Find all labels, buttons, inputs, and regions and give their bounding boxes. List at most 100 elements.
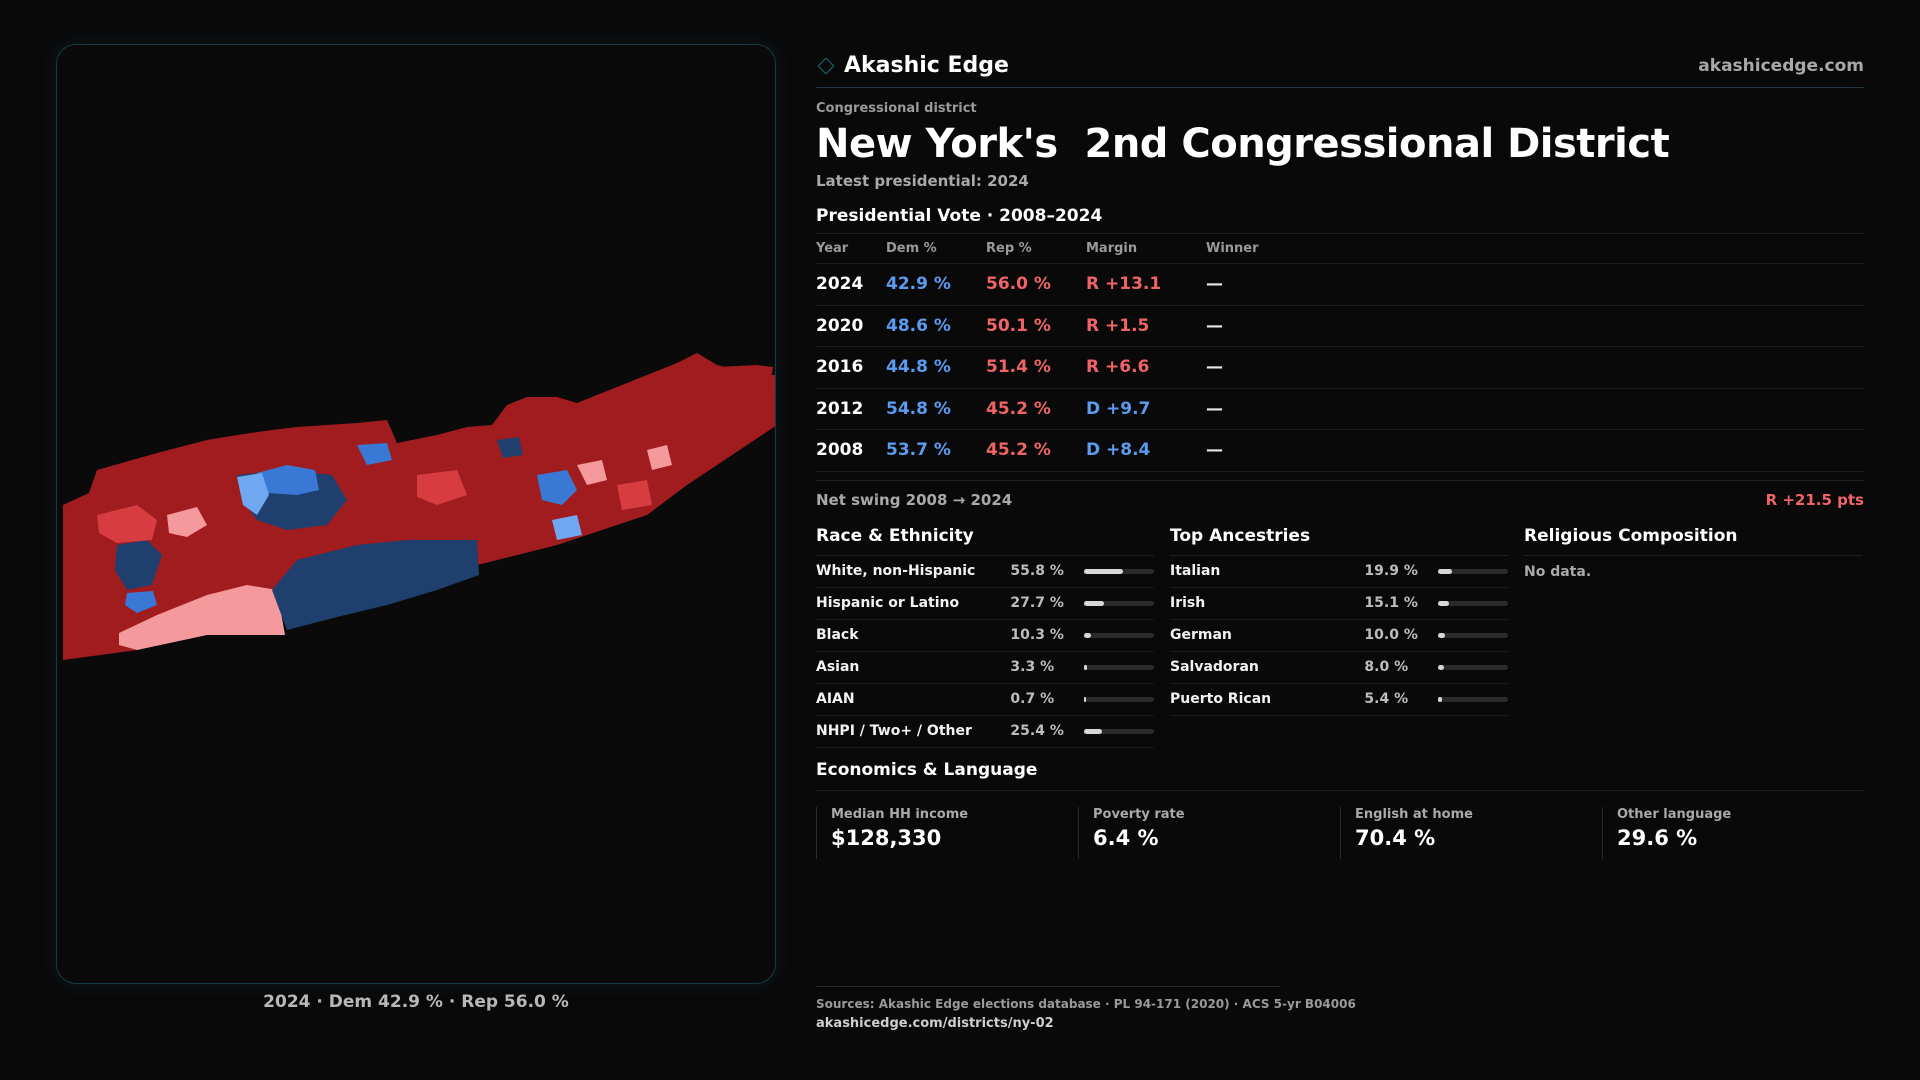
share-bar-fill [1438, 632, 1446, 638]
table-row: 2008 53.7 % 45.2 % D +8.4 — [816, 429, 1864, 472]
table-row: 2020 48.6 % 50.1 % R +1.5 — [816, 305, 1864, 347]
vote-margin: R +13.1 [1086, 263, 1206, 306]
list-item: NHPI / Two+ / Other 25.4 % [816, 716, 1154, 748]
demographics: Race & Ethnicity White, non-Hispanic 55.… [816, 526, 1864, 748]
econ-label: Poverty rate [1093, 806, 1185, 822]
footer: Sources: Akashic Edge elections database… [816, 986, 1356, 1031]
list-item: German 10.0 % [1170, 620, 1508, 652]
district-map[interactable] [56, 44, 776, 984]
share-bar-fill [1438, 664, 1444, 670]
share-bar [1084, 632, 1154, 638]
precinct-light-dem-west [237, 473, 269, 515]
brand-url[interactable]: akashicedge.com [1698, 55, 1864, 76]
stat-label: Black [816, 627, 859, 643]
vote-rep: 56.0 % [986, 263, 1086, 306]
share-bar [1438, 600, 1508, 606]
brand[interactable]: Akashic Edge [816, 53, 1009, 78]
brand-header: Akashic Edge akashicedge.com [816, 44, 1864, 88]
footer-url[interactable]: akashicedge.com/districts/ny-02 [816, 1016, 1054, 1031]
stat-value: 19.9 % [1364, 563, 1418, 579]
list-item: AIAN 0.7 % [816, 684, 1154, 716]
vote-year: 2012 [816, 388, 886, 430]
list-item: Puerto Rican 5.4 % [1170, 684, 1508, 716]
religion-title: Religious Composition [1524, 526, 1862, 556]
share-bar-fill [1438, 568, 1453, 574]
precinct-dark-dem-center [497, 437, 523, 458]
list-item: Hispanic or Latino 27.7 % [816, 588, 1154, 620]
precinct-light-rep-center [577, 460, 607, 485]
vote-year: 2020 [816, 305, 886, 347]
share-bar-fill [1084, 600, 1104, 606]
share-bar [1084, 664, 1154, 670]
vote-dem: 42.9 % [886, 263, 986, 306]
econ-title: Economics & Language [816, 760, 1864, 791]
col-rep: Rep % [986, 233, 1086, 264]
race-title: Race & Ethnicity [816, 526, 1154, 556]
ancestry-panel: Top Ancestries Italian 19.9 % Irish 15.1… [1170, 526, 1508, 748]
precinct-mid-dem-center [537, 470, 577, 505]
precinct-mid-rep-west [97, 505, 157, 543]
precinct-dark-dem-south [272, 540, 479, 630]
stat-label: NHPI / Two+ / Other [816, 723, 972, 739]
net-swing-value: R +21.5 pts [1765, 491, 1864, 509]
district-panel: Akashic Edge akashicedge.com Congression… [816, 44, 1864, 859]
list-item: Salvadoran 8.0 % [1170, 652, 1508, 684]
vote-dem: 44.8 % [886, 346, 986, 389]
share-bar [1438, 664, 1508, 670]
precinct-mid-dem-southwest [125, 591, 157, 613]
econ-value: 29.6 % [1617, 825, 1698, 850]
share-bar-fill [1438, 600, 1449, 606]
vote-table-header: Year Dem % Rep % Margin Winner [816, 233, 1864, 264]
econ-card: Median HH income $128,330 [816, 806, 1078, 859]
table-row: 2012 54.8 % 45.2 % D +9.7 — [816, 388, 1864, 430]
list-item: Irish 15.1 % [1170, 588, 1508, 620]
vote-winner: — [1206, 305, 1864, 347]
stat-value: 10.3 % [1010, 627, 1064, 643]
precinct-light-rep-west [167, 507, 207, 537]
econ-card: English at home 70.4 % [1340, 806, 1602, 859]
vote-margin: R +1.5 [1086, 305, 1206, 347]
econ-value: $128,330 [831, 825, 942, 850]
share-bar-fill [1084, 568, 1124, 574]
econ-label: Median HH income [831, 806, 969, 822]
district-map-svg [63, 353, 775, 660]
share-bar [1084, 568, 1154, 574]
vote-year: 2016 [816, 346, 886, 389]
brand-name: Akashic Edge [844, 53, 1009, 78]
page-title: New York's 2nd Congressional District [816, 121, 1670, 167]
district-east-tip [687, 365, 773, 445]
share-bar [1438, 632, 1508, 638]
vote-margin: D +9.7 [1086, 388, 1206, 430]
vote-winner: — [1206, 263, 1864, 306]
share-bar [1084, 696, 1154, 702]
vote-margin: D +8.4 [1086, 429, 1206, 472]
econ-card: Poverty rate 6.4 % [1078, 806, 1340, 859]
brand-diamond-icon [817, 57, 835, 74]
stat-label: Salvadoran [1170, 659, 1259, 675]
stat-value: 27.7 % [1010, 595, 1064, 611]
share-bar-fill [1084, 728, 1102, 734]
vote-margin: R +6.6 [1086, 346, 1206, 389]
stat-value: 0.7 % [1010, 691, 1055, 707]
list-item: Italian 19.9 % [1170, 556, 1508, 588]
table-row: 2016 44.8 % 51.4 % R +6.6 — [816, 346, 1864, 389]
precinct-mid-rep-east [617, 480, 652, 510]
stat-label: Italian [1170, 563, 1221, 579]
share-bar-fill [1084, 632, 1092, 638]
vote-dem: 53.7 % [886, 429, 986, 472]
col-dem: Dem % [886, 233, 986, 264]
vote-winner: — [1206, 429, 1864, 472]
share-bar-fill [1438, 696, 1442, 702]
vote-dem: 54.8 % [886, 388, 986, 430]
race-ethnicity-panel: Race & Ethnicity White, non-Hispanic 55.… [816, 526, 1154, 748]
vote-winner: — [1206, 346, 1864, 389]
list-item: Asian 3.3 % [816, 652, 1154, 684]
stat-value: 3.3 % [1010, 659, 1055, 675]
stat-label: Puerto Rican [1170, 691, 1272, 707]
precinct-dark-dem-southwest [115, 540, 162, 590]
econ-label: English at home [1355, 806, 1473, 822]
col-margin: Margin [1086, 233, 1206, 264]
vote-year: 2024 [816, 263, 886, 306]
col-winner: Winner [1206, 233, 1864, 264]
vote-table: Year Dem % Rep % Margin Winner 2024 42.9… [816, 233, 1864, 472]
